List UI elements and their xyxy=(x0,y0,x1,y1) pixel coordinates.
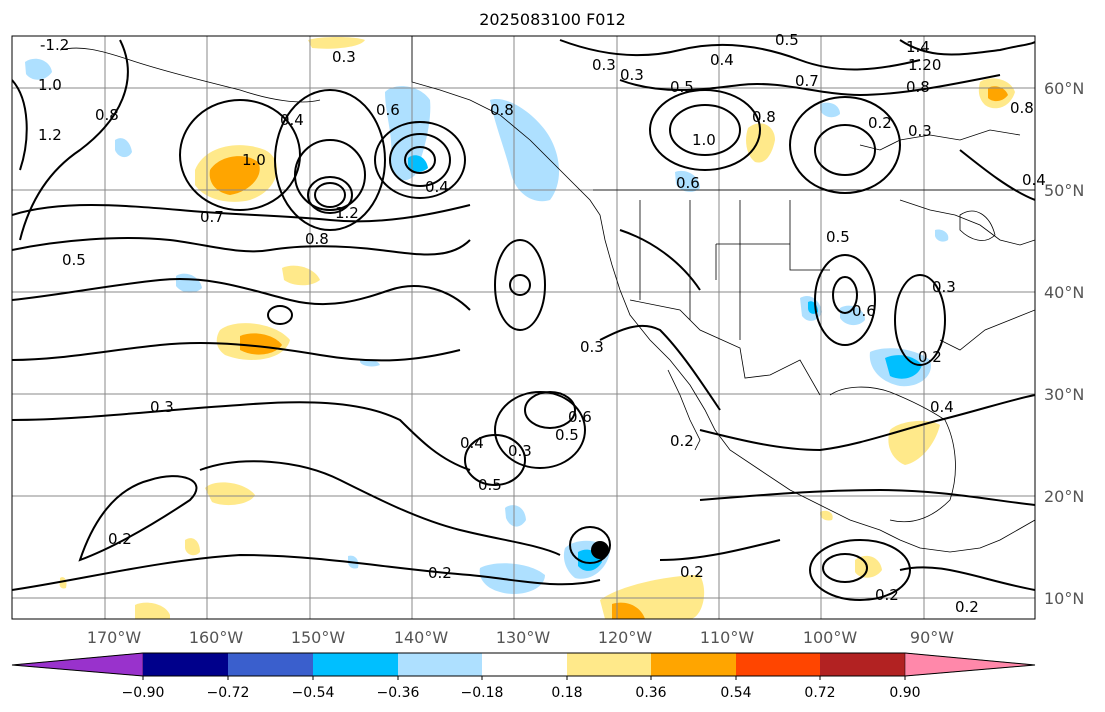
lon-tick-label: 120°W xyxy=(598,628,653,647)
contour-label: 0.8 xyxy=(752,108,776,126)
contour-label: 0.2 xyxy=(428,564,452,582)
colorbar-segment xyxy=(820,653,905,676)
lat-tick-label: 30°N xyxy=(1044,385,1084,404)
contour-label: 1.2 xyxy=(38,126,62,144)
latitude-axis: 60°N 50°N 40°N 30°N 20°N 10°N xyxy=(1044,79,1084,608)
contour-label: 0.8 xyxy=(305,230,329,248)
contour-label: 0.7 xyxy=(200,208,224,226)
contour-label: 1.2 xyxy=(335,204,359,222)
contour-label: 0.6 xyxy=(676,174,700,192)
lon-tick-label: 100°W xyxy=(803,628,858,647)
longitude-axis: 170°W 160°W 150°W 140°W 130°W 120°W 110°… xyxy=(87,628,954,647)
contour-label: 0.4 xyxy=(1022,171,1046,189)
contour-label: 0.3 xyxy=(508,442,532,460)
lon-tick-label: 130°W xyxy=(496,628,551,647)
colorbar-segment xyxy=(736,653,820,676)
contour-label: 0.6 xyxy=(568,408,592,426)
coastlines xyxy=(59,36,1035,553)
contour-label: 0.5 xyxy=(826,228,850,246)
contour-label: 1.0 xyxy=(242,151,266,169)
colorbar-tick-label: 0.72 xyxy=(804,685,835,701)
contour-label: -1.2 xyxy=(40,36,69,54)
lon-tick-label: 110°W xyxy=(700,628,755,647)
lat-tick-label: 10°N xyxy=(1044,589,1084,608)
contour-label: 0.6 xyxy=(852,302,876,320)
contour-label: 0.2 xyxy=(918,348,942,366)
cyclone-marker xyxy=(591,541,609,559)
colorbar-segment xyxy=(398,653,482,676)
contour-label: 0.2 xyxy=(670,432,694,450)
contour-label: 0.4 xyxy=(930,398,954,416)
contour-label: 0.4 xyxy=(280,111,304,129)
colorbar-segment xyxy=(143,653,228,676)
colorbar-tick-label: −0.54 xyxy=(292,685,335,701)
contour-label: 1.4 xyxy=(906,38,930,56)
map-border xyxy=(11,35,1036,620)
colorbar-segment xyxy=(904,652,1036,677)
map-title: 2025083100 F012 xyxy=(479,10,626,29)
contour-label: 0.3 xyxy=(332,48,356,66)
lon-tick-label: 140°W xyxy=(394,628,449,647)
colorbar-segment xyxy=(482,653,567,676)
contour-label: 1.20 xyxy=(908,56,941,74)
contour-label: 0.4 xyxy=(710,51,734,69)
contour-label: 0.2 xyxy=(108,530,132,548)
contour-label: 0.8 xyxy=(490,101,514,119)
contour-label: 1.0 xyxy=(38,76,62,94)
colorbar-segment xyxy=(567,653,651,676)
contour-label-layer: -1.2 1.0 1.2 0.8 0.3 1.0 0.7 0.5 0.6 0.8… xyxy=(38,31,1046,616)
contour-label: 0.3 xyxy=(620,66,644,84)
contour-label: 0.4 xyxy=(460,434,484,452)
contour-label: 0.5 xyxy=(775,31,799,49)
contour-label: 0.8 xyxy=(95,106,119,124)
contour-label: 0.2 xyxy=(875,586,899,604)
lat-tick-label: 20°N xyxy=(1044,487,1084,506)
lon-tick-label: 170°W xyxy=(87,628,142,647)
contour-label: 1.0 xyxy=(692,131,716,149)
contour-label: 0.3 xyxy=(580,338,604,356)
colorbar-tick-label: −0.90 xyxy=(122,685,165,701)
contour-label: 0.3 xyxy=(150,398,174,416)
colorbar-tick-label: 0.90 xyxy=(889,685,920,701)
contour-lines xyxy=(12,39,1035,601)
contour-label: 0.2 xyxy=(868,114,892,132)
colorbar-tick-label: −0.18 xyxy=(461,685,504,701)
contour-label: 0.8 xyxy=(906,78,930,96)
colorbar-segment xyxy=(313,653,398,676)
colorbar-tick-label: 0.18 xyxy=(551,685,582,701)
contour-label: 0.2 xyxy=(680,563,704,581)
colorbar-segment xyxy=(11,652,144,677)
colorbar-segment xyxy=(651,653,736,676)
contour-label: 0.3 xyxy=(932,278,956,296)
anomaly-fills xyxy=(25,37,1015,619)
contour-label: 0.8 xyxy=(1010,99,1034,117)
colorbar-tick-label: 0.36 xyxy=(635,685,666,701)
contour-label: 0.5 xyxy=(555,426,579,444)
contour-label: 0.7 xyxy=(795,72,819,90)
colorbar-tick-label: 0.54 xyxy=(720,685,751,701)
colorbar-tick-label: −0.36 xyxy=(377,685,420,701)
colorbar-segment xyxy=(228,653,313,676)
lat-tick-label: 60°N xyxy=(1044,79,1084,98)
lon-tick-label: 160°W xyxy=(189,628,244,647)
lon-tick-label: 150°W xyxy=(291,628,346,647)
lat-tick-label: 40°N xyxy=(1044,283,1084,302)
lon-tick-label: 90°W xyxy=(910,628,954,647)
contour-label: 0.4 xyxy=(425,178,449,196)
contour-label: 0.3 xyxy=(592,56,616,74)
contour-label: 0.5 xyxy=(62,251,86,269)
contour-label: 0.2 xyxy=(955,598,979,616)
contour-label: 0.5 xyxy=(478,476,502,494)
contour-label: 0.5 xyxy=(670,78,694,96)
lat-tick-label: 50°N xyxy=(1044,181,1084,200)
contour-label: 0.6 xyxy=(376,101,400,119)
colorbar-tick-label: −0.72 xyxy=(207,685,250,701)
colorbar: −0.90 −0.72 −0.54 −0.36 −0.18 0.18 0.36 … xyxy=(11,652,1036,701)
contour-label: 0.3 xyxy=(908,122,932,140)
